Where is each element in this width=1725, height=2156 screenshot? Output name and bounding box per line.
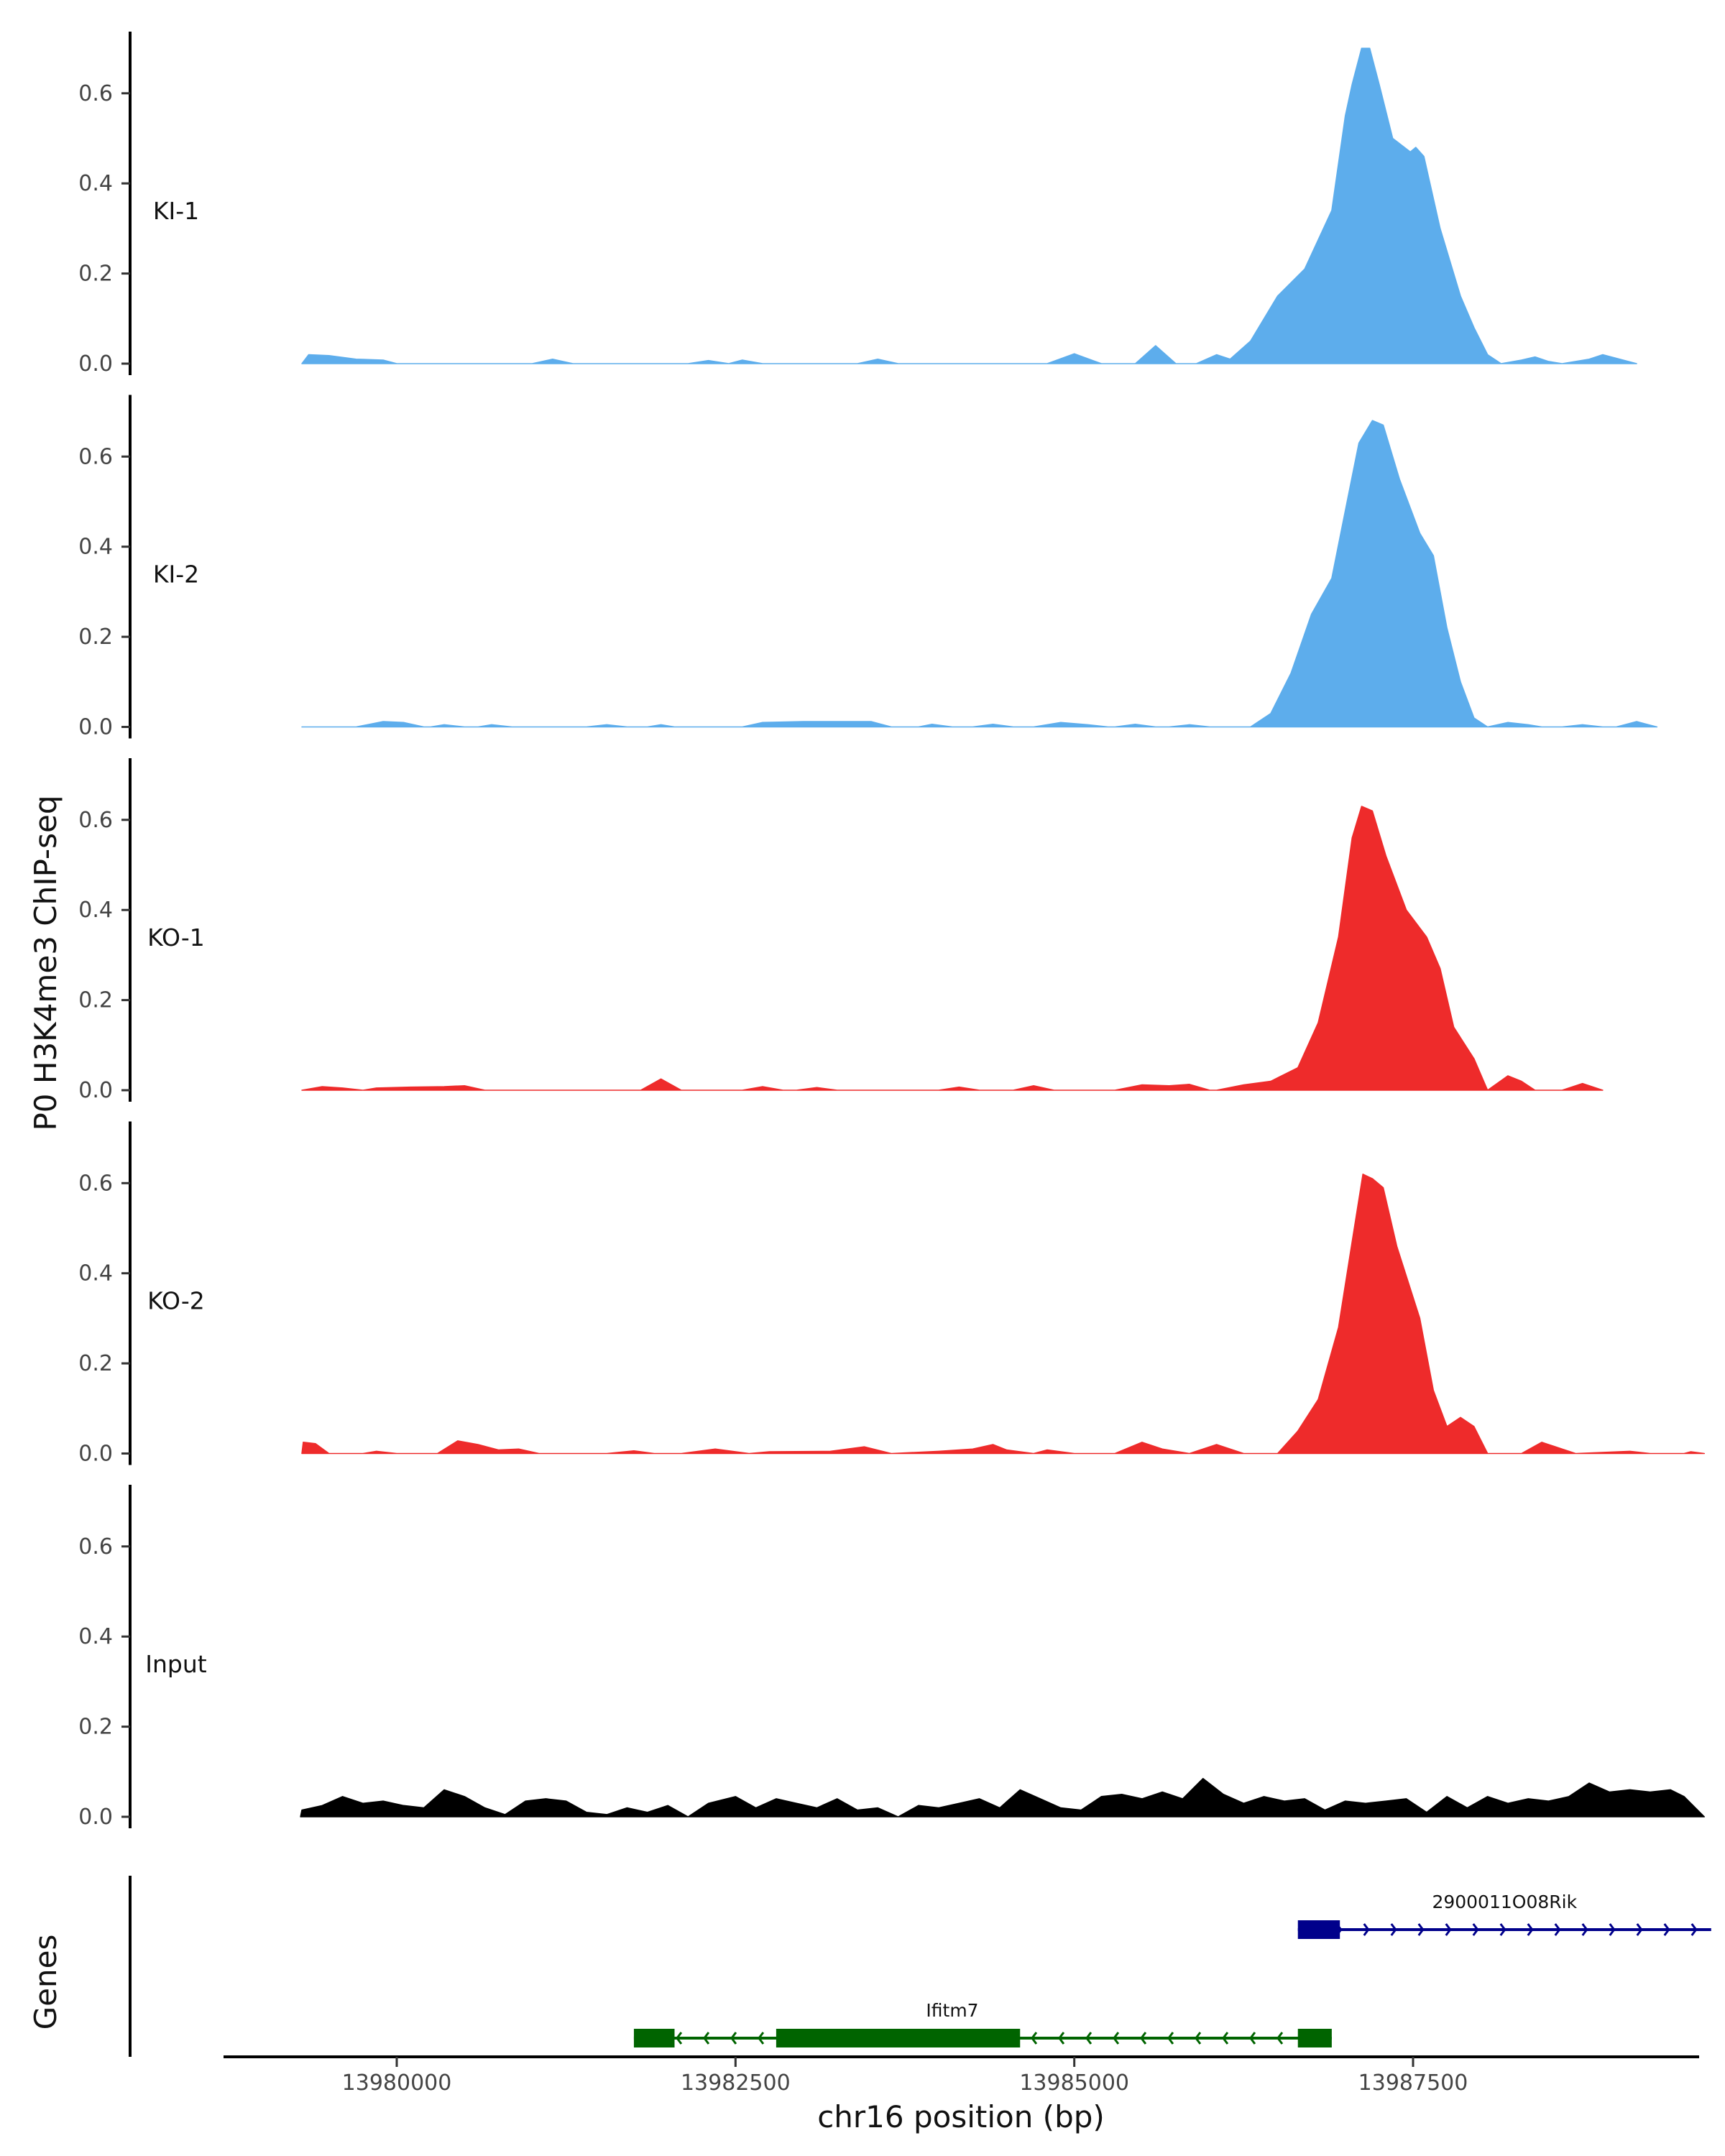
- strand-arrow: [1058, 2032, 1065, 2045]
- y-tick-label: 0.0: [78, 1078, 113, 1103]
- y-axis-title: P0 H3K4me3 ChIP-seq: [28, 795, 63, 1130]
- track-label: KO-2: [147, 1286, 205, 1314]
- track-ki-2: 0.0 0.2 0.4 0.6 KI-2: [78, 395, 1658, 740]
- y-tick-label: 0.6: [78, 1171, 113, 1196]
- track-ki-1: 0.0 0.2 0.4 0.6 KI-1: [78, 32, 1637, 377]
- gene-ifitm7: Ifitm7: [633, 2000, 1332, 2047]
- strand-arrow: [1609, 1923, 1616, 1936]
- y-tick-label: 0.6: [78, 444, 113, 469]
- strand-arrow: [1363, 1923, 1370, 1936]
- gene-label: 2900011O08Rik: [1432, 1892, 1577, 1912]
- y-tick-label: 0.4: [78, 898, 113, 923]
- strand-arrow: [1113, 2032, 1120, 2045]
- y-tick-label: 0.6: [78, 1534, 113, 1560]
- y-tick-label: 0.0: [78, 1805, 113, 1830]
- gene-exon: [1297, 1920, 1340, 1939]
- y-tick-label: 0.2: [78, 988, 113, 1013]
- signal-area-input: [300, 1777, 1706, 1818]
- strand-arrow: [1085, 2032, 1092, 2045]
- y-tick-label: 0.6: [78, 808, 113, 833]
- genes-layer: 2900011O08Rik Ifitm7: [129, 1876, 1711, 2057]
- strand-arrow: [758, 2032, 765, 2045]
- y-tick-label: 0.4: [78, 535, 113, 560]
- strand-arrow: [1554, 1923, 1561, 1936]
- signal-area-ki-2: [301, 420, 1658, 728]
- genes-axis-title: Genes: [28, 1935, 63, 2030]
- signal-area-ki-1: [301, 47, 1637, 364]
- tracks-layer: 0.00.20.40.6KI-10.00.20.40.6KI-20.00.20.…: [78, 32, 1706, 1830]
- strand-arrow: [1499, 1923, 1506, 1936]
- strand-arrow: [676, 2032, 683, 2045]
- strand-arrow: [1167, 2032, 1174, 2045]
- strand-arrow: [1445, 1923, 1452, 1936]
- strand-arrow: [1581, 1923, 1588, 1936]
- gene-2900011o08rik: 2900011O08Rik: [1297, 1892, 1711, 1939]
- gene-exon: [633, 2029, 675, 2047]
- strand-arrow: [703, 2032, 710, 2045]
- y-tick-label: 0.2: [78, 1715, 113, 1740]
- strand-arrow: [1663, 1923, 1670, 1936]
- track-label: KO-1: [147, 923, 205, 952]
- y-tick-label: 0.4: [78, 171, 113, 196]
- y-tick-label: 0.6: [78, 81, 113, 106]
- strand-arrow: [1690, 1923, 1698, 1936]
- y-tick-label: 0.2: [78, 1351, 113, 1376]
- x-tick-label: 13985000: [1019, 2070, 1129, 2096]
- signal-area-ko-1: [301, 806, 1604, 1091]
- strand-arrow: [1417, 1923, 1425, 1936]
- x-axis-title: chr16 position (bp): [817, 2099, 1105, 2134]
- y-tick-label: 0.4: [78, 1624, 113, 1649]
- strand-arrow: [1031, 2032, 1038, 2045]
- strand-arrow: [730, 2032, 737, 2045]
- strand-arrow: [1390, 1923, 1397, 1936]
- y-tick-label: 0.0: [78, 351, 113, 377]
- signal-area-ko-2: [301, 1174, 1706, 1455]
- gene-exon: [1297, 2029, 1332, 2047]
- track-label: KI-1: [153, 197, 199, 225]
- strand-arrow: [1636, 1923, 1643, 1936]
- strand-arrow: [1472, 1923, 1479, 1936]
- y-tick-label: 0.0: [78, 1442, 113, 1467]
- strand-arrow: [1195, 2032, 1202, 2045]
- x-tick-label: 13980000: [342, 2070, 452, 2096]
- gene-label: Ifitm7: [926, 2000, 978, 2021]
- strand-arrow: [1527, 1923, 1534, 1936]
- x-tick-label: 13987500: [1358, 2070, 1468, 2096]
- track-label: KI-2: [153, 560, 199, 588]
- y-tick-label: 0.2: [78, 262, 113, 287]
- x-axis: 13980000 13982500 13985000 13987500: [224, 2055, 1699, 2096]
- y-tick-label: 0.0: [78, 715, 113, 740]
- strand-arrow: [1276, 2032, 1284, 2045]
- strand-arrow: [1140, 2032, 1147, 2045]
- y-tick-label: 0.4: [78, 1261, 113, 1286]
- strand-arrow: [1249, 2032, 1256, 2045]
- y-tick-label: 0.2: [78, 625, 113, 650]
- track-label: Input: [145, 1650, 207, 1678]
- track-input: 0.0 0.2 0.4 0.6 Input: [78, 1485, 1706, 1830]
- strand-arrow: [1222, 2032, 1229, 2045]
- track-ko-1: 0.0 0.2 0.4 0.6 KO-1: [78, 758, 1604, 1103]
- x-tick-label: 13982500: [681, 2070, 791, 2096]
- gene-exon: [776, 2029, 1021, 2047]
- track-ko-2: 0.0 0.2 0.4 0.6 KO-2: [78, 1121, 1706, 1467]
